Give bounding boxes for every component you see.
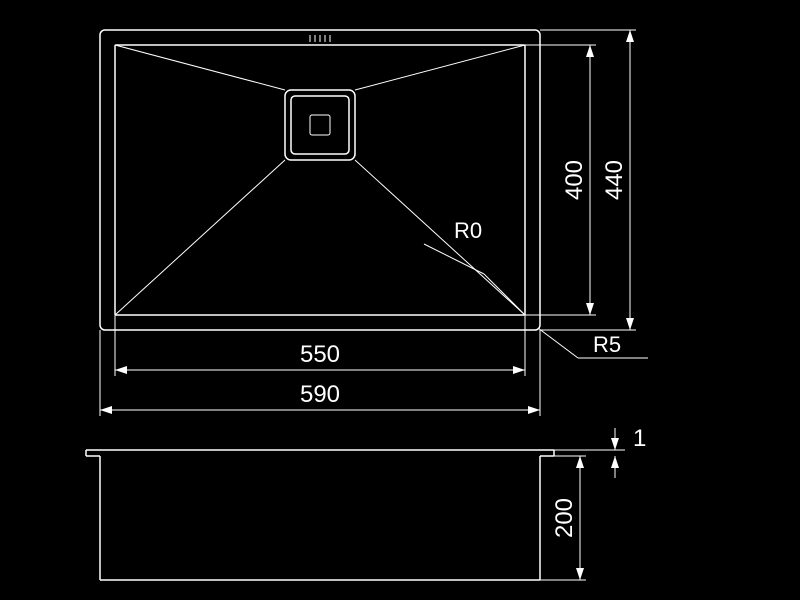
technical-drawing: R0 R5 550 590 400 440 200 1: [0, 0, 800, 600]
svg-text:590: 590: [300, 381, 340, 408]
svg-text:200: 200: [551, 498, 578, 538]
svg-text:R5: R5: [593, 332, 621, 357]
svg-text:400: 400: [561, 160, 588, 200]
svg-text:R0: R0: [454, 218, 482, 243]
svg-text:440: 440: [601, 160, 628, 200]
svg-text:1: 1: [633, 425, 646, 452]
svg-text:550: 550: [300, 341, 340, 368]
